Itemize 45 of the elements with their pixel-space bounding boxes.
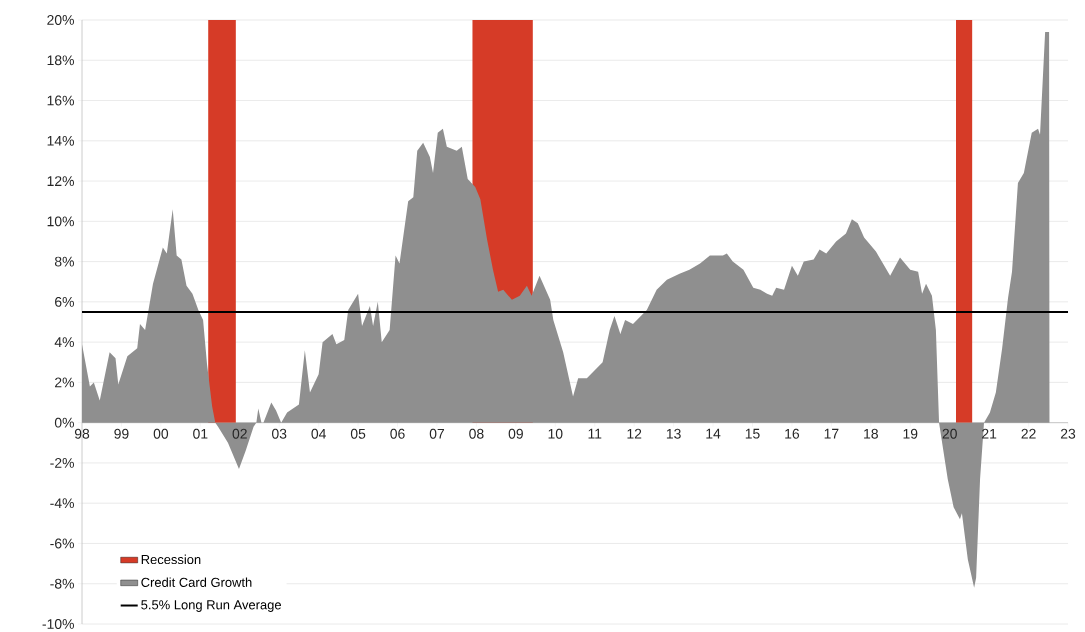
- x-tick-label: 10: [548, 428, 563, 439]
- y-tick-label: -6%: [50, 538, 74, 549]
- y-tick-label: 4%: [54, 337, 74, 348]
- x-tick-label: 01: [193, 428, 208, 439]
- y-tick-label: 8%: [54, 256, 74, 267]
- x-tick-label: 21: [982, 428, 997, 439]
- x-tick-label: 06: [390, 428, 405, 439]
- x-tick-label: 11: [588, 428, 602, 439]
- x-tick-label: 20: [942, 428, 957, 439]
- x-tick-label: 98: [74, 428, 90, 439]
- y-tick-label: -8%: [50, 578, 74, 589]
- x-tick-label: 12: [627, 428, 642, 439]
- legend-label: 5.5% Long Run Average: [141, 600, 281, 612]
- y-tick-label: 6%: [55, 296, 74, 307]
- y-tick-label: 14%: [47, 135, 74, 146]
- x-tick-label: 15: [745, 428, 760, 439]
- y-tick-label: 16%: [47, 95, 74, 106]
- x-tick-label: 23: [1060, 428, 1076, 439]
- y-tick-label: -2%: [50, 458, 74, 468]
- x-tick-label: 14: [706, 428, 721, 439]
- y-tick-label: 2%: [55, 377, 74, 388]
- y-tick-label: 18%: [47, 55, 74, 66]
- x-tick-label: 17: [824, 428, 839, 439]
- legend-label: Recession: [141, 554, 201, 565]
- x-tick-label: 09: [508, 428, 523, 439]
- x-tick-label: 05: [350, 428, 366, 439]
- x-tick-label: 16: [785, 428, 800, 439]
- legend-label: Credit Card Growth: [141, 577, 252, 587]
- y-tick-label: 10%: [47, 216, 74, 227]
- y-tick-label: 20%: [47, 15, 74, 25]
- x-tick-label: 03: [271, 428, 287, 439]
- x-tick-label: 08: [469, 428, 484, 439]
- x-tick-label: 07: [429, 428, 445, 439]
- x-tick-label: 00: [153, 428, 169, 439]
- x-tick-label: 02: [232, 428, 247, 439]
- x-tick-label: 04: [311, 428, 326, 439]
- x-tick-label: 18: [864, 428, 878, 439]
- x-tick-label: 13: [666, 428, 681, 439]
- y-tick-label: 0%: [54, 417, 74, 428]
- y-tick-label: -4%: [50, 498, 74, 509]
- y-tick-label: 12%: [47, 176, 74, 186]
- x-tick-label: 22: [1021, 428, 1036, 439]
- y-tick-label: -10%: [42, 619, 74, 629]
- x-tick-label: 99: [114, 428, 129, 439]
- x-tick-label: 19: [903, 428, 918, 439]
